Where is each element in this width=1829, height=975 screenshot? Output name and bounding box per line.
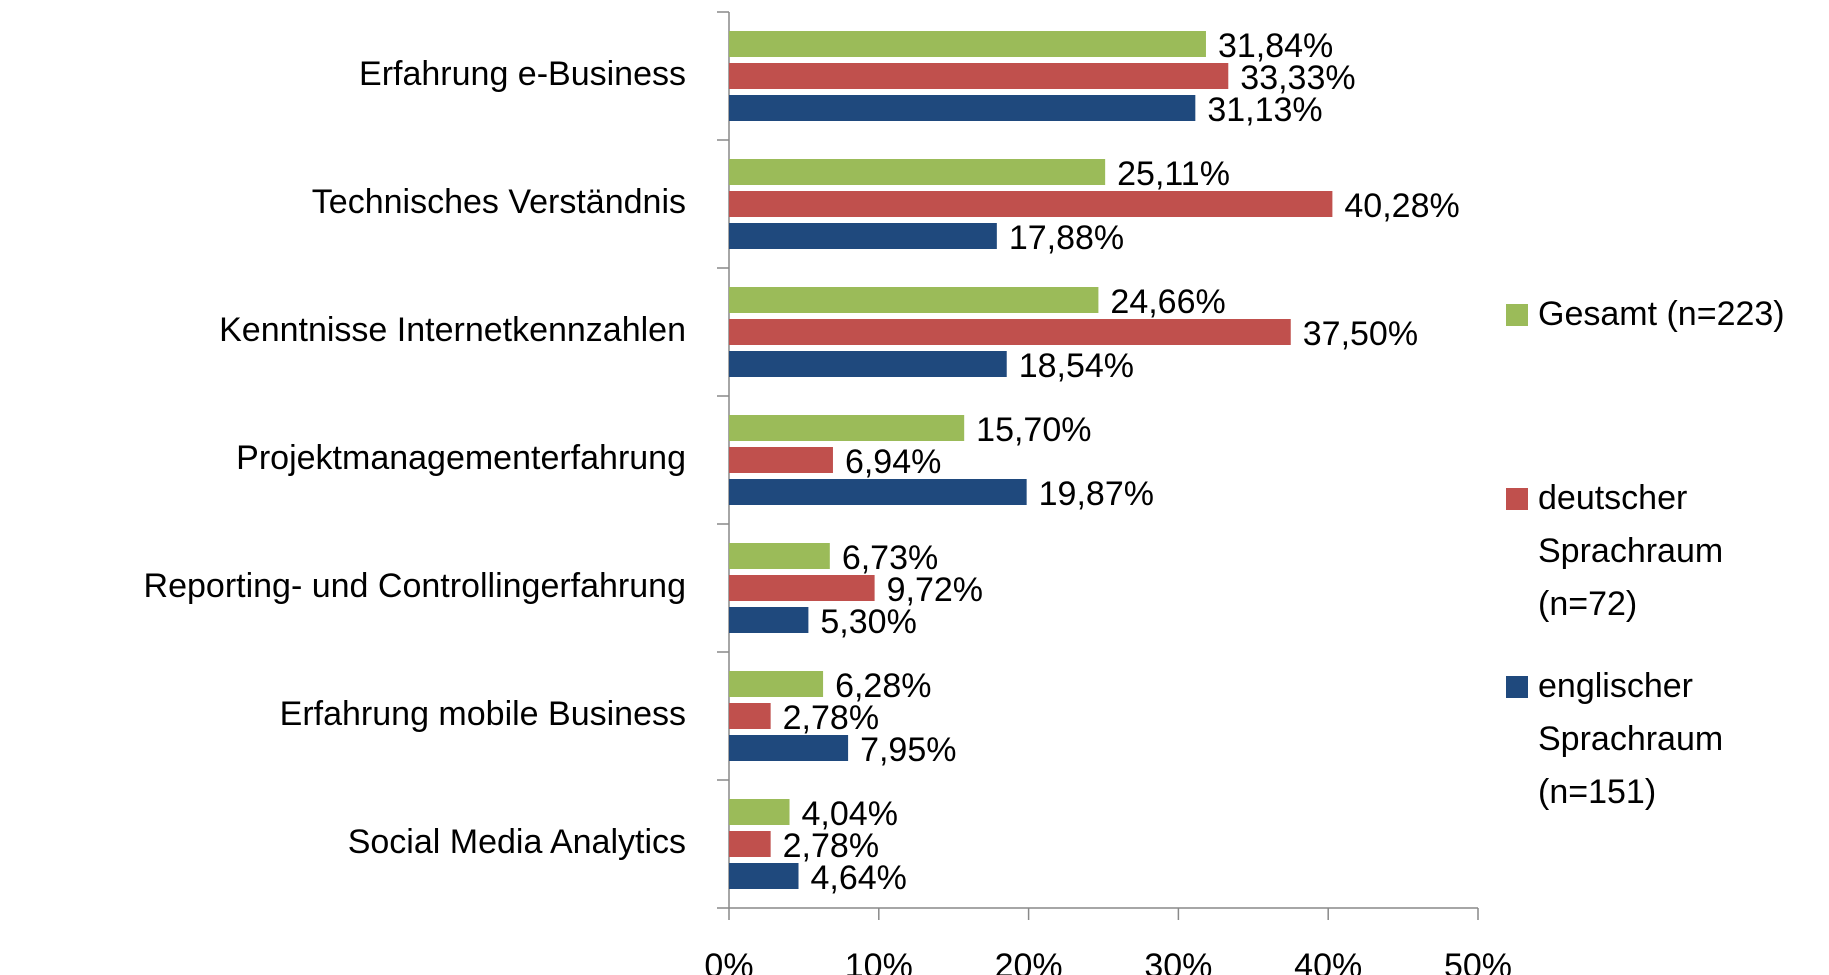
value-label: 33,33% [1240, 59, 1355, 97]
value-label: 37,50% [1303, 315, 1418, 353]
x-tick-label: 0% [704, 947, 753, 975]
legend-swatch [1506, 488, 1528, 510]
y-tick-label: Social Media Analytics [348, 823, 686, 861]
bar [729, 703, 771, 729]
x-tick-label: 20% [995, 947, 1063, 975]
value-label: 6,94% [845, 443, 941, 481]
value-label: 17,88% [1009, 219, 1124, 257]
value-label: 2,78% [783, 827, 879, 865]
bar [729, 831, 771, 857]
bar [729, 479, 1027, 505]
value-label: 4,04% [802, 795, 898, 833]
bar [729, 735, 849, 761]
x-tick-label: 30% [1144, 947, 1212, 975]
value-label: 2,78% [783, 699, 879, 737]
y-tick-label: Kenntnisse Internetkennzahlen [219, 311, 686, 349]
bar [729, 63, 1229, 89]
legend-swatch [1506, 676, 1528, 698]
y-tick-label: Reporting- und Controllingerfahrung [144, 567, 686, 605]
value-label: 5,30% [820, 603, 916, 641]
value-label: 31,84% [1218, 27, 1333, 65]
y-tick-label: Erfahrung mobile Business [280, 695, 686, 733]
bar [729, 799, 790, 825]
bar [729, 31, 1206, 57]
y-tick-label: Projektmanagementerfahrung [236, 439, 686, 477]
bar [729, 191, 1333, 217]
bar [729, 543, 830, 569]
y-tick-label: Erfahrung e-Business [359, 55, 686, 93]
value-label: 31,13% [1207, 91, 1322, 129]
bar [729, 287, 1099, 313]
value-label: 19,87% [1039, 475, 1154, 513]
value-label: 15,70% [976, 411, 1091, 449]
legend-entry: englischer Sprachraum (n=151) [1506, 660, 1826, 819]
y-tick-label: Technisches Verständnis [312, 183, 686, 221]
legend-label: deutscher Sprachraum (n=72) [1538, 479, 1724, 623]
bar [729, 447, 833, 473]
legend-label: Gesamt (n=223) [1538, 295, 1785, 333]
value-label: 7,95% [860, 731, 956, 769]
legend-entry: deutscher Sprachraum (n=72) [1506, 472, 1826, 631]
x-tick-label: 50% [1444, 947, 1512, 975]
bar [729, 223, 997, 249]
value-label: 6,28% [835, 667, 931, 705]
bar [729, 95, 1196, 121]
x-tick-label: 40% [1294, 947, 1362, 975]
bar [729, 575, 875, 601]
value-label: 9,72% [887, 571, 983, 609]
bar [729, 607, 809, 633]
value-label: 25,11% [1117, 155, 1230, 193]
x-tick-label: 10% [845, 947, 913, 975]
bar [729, 319, 1291, 345]
bar [729, 671, 824, 697]
legend-entry: Gesamt (n=223) [1506, 288, 1826, 341]
bar [729, 351, 1007, 377]
value-label: 4,64% [811, 859, 907, 897]
bar [729, 159, 1106, 185]
legend-swatch [1506, 304, 1528, 326]
bar [729, 415, 965, 441]
value-label: 40,28% [1344, 187, 1459, 225]
value-label: 24,66% [1110, 283, 1225, 321]
value-label: 6,73% [842, 539, 938, 577]
bar [729, 863, 799, 889]
legend-label: englischer Sprachraum (n=151) [1538, 667, 1724, 811]
value-label: 18,54% [1019, 347, 1134, 385]
